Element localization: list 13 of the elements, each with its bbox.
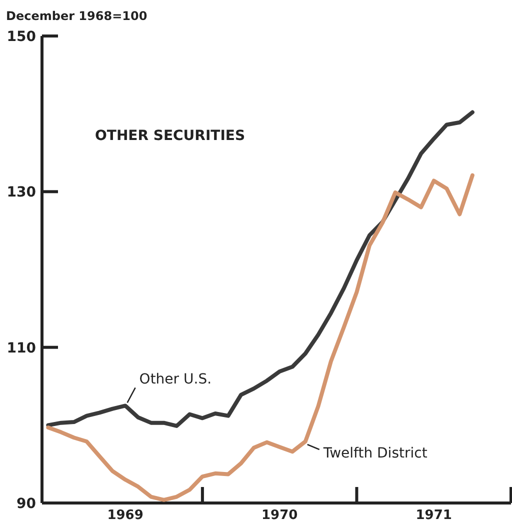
y-tick-label: 130: [6, 184, 36, 201]
y-axis-title: December 1968=100: [6, 9, 148, 23]
x-tick-label: 1970: [261, 508, 298, 520]
y-tick-label: 90: [16, 496, 36, 512]
x-tick-label: 1971: [416, 508, 452, 520]
text: OTHER SECURITIES: [95, 128, 246, 144]
line-series: [46, 173, 474, 502]
series-label: Other U.S.: [139, 372, 212, 388]
x-tick-label: 1969: [107, 508, 144, 520]
line-series: [46, 110, 474, 428]
series-label: Twelfth District: [322, 446, 428, 462]
y-tick-label: 110: [6, 340, 36, 356]
y-tick-label: 150: [6, 29, 36, 45]
